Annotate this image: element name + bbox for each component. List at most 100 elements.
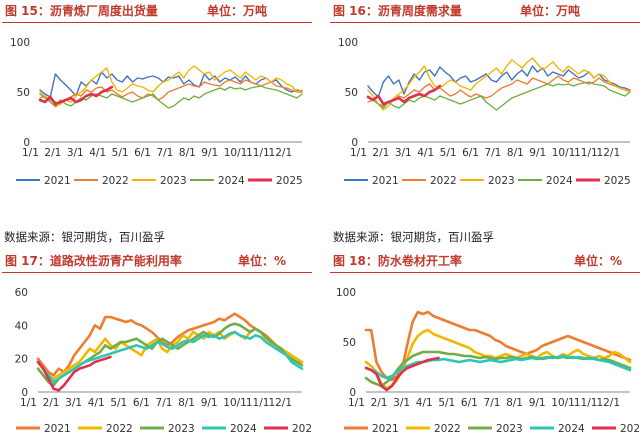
x-tick-label: 3/1 [65,397,82,409]
chart-header: 图 15：沥青炼厂周度出货量 单位：万吨 [2,2,312,23]
x-tick-label: 7/1 [484,147,501,159]
data-source: 数据来源：银河期货，百川盈孚 [4,229,165,245]
y-tick-label: 50 [17,87,30,99]
x-tick-label: 3/1 [393,397,410,409]
x-tick-label: 6/1 [133,397,150,409]
legend-label: 2021 [44,175,71,187]
x-tick-label: 11/1 [574,397,598,409]
x-tick-label: 8/1 [178,397,195,409]
x-tick-label: 2/1 [43,397,60,409]
x-tick-label: 12/1 [597,147,621,159]
legend-label: 2024 [230,423,257,435]
chart-header: 图 18：防水卷材开工率 单位：% [330,252,640,273]
x-tick-label: 2/1 [371,397,388,409]
chart-panel-2: 图 16：沥青周度需求量 单位：万吨 0 50 100 1/1 2/1 3/1 4/1 5/1… [330,2,640,23]
legend-label: 2025 [620,423,640,435]
legend-label: 2025 [604,175,631,187]
series-line-2024 [38,332,302,382]
legend-label: 2022 [430,175,457,187]
legend-label: 2021 [372,175,399,187]
chart-title: 图 16：沥青周度需求量 [333,2,462,21]
chart-header: 图 17：道路改性沥青产能利用率 单位：% [2,252,312,273]
x-tick-label: 4/1 [417,147,434,159]
x-tick-label: 12/1 [269,147,293,159]
legend-label: 2021 [44,423,71,435]
x-tick-label: 5/1 [440,147,457,159]
x-tick-label: 8/1 [507,147,524,159]
x-tick-label: 3/1 [395,147,412,159]
y-tick-label: 100 [10,37,30,49]
x-tick-label: 1/1 [348,397,365,409]
x-tick-label: 4/1 [89,147,106,159]
x-tick-label: 11/1 [246,397,270,409]
x-tick-label: 1/1 [20,397,37,409]
chart-unit: 单位：万吨 [520,2,580,21]
chart-title: 图 15：沥青炼厂周度出货量 [5,2,158,21]
x-tick-label: 6/1 [462,147,479,159]
x-tick-label: 7/1 [484,397,501,409]
legend-label: 2024 [218,175,245,187]
chart-panel-4: 图 18：防水卷材开工率 单位：% 0 50 100 1/1 2/1 3/1 4/1 5/1 6… [330,252,640,273]
legend-label: 2023 [160,175,187,187]
legend-label: 2025 [276,175,303,187]
x-tick-label: 11/1 [574,147,598,159]
x-tick-label: 7/1 [156,147,173,159]
x-tick-label: 9/1 [201,147,218,159]
legend-label: 2022 [434,423,461,435]
chart-unit: 单位：万吨 [207,2,267,21]
y-tick-label: 60 [15,287,28,299]
x-tick-label: 5/1 [112,147,129,159]
data-source: 数据来源：银河期货，百川盈孚 [333,229,494,245]
legend-label: 2021 [372,423,399,435]
chart-title: 图 18：防水卷材开工率 [333,252,462,271]
x-tick-label: 3/1 [67,147,84,159]
x-tick-label: 4/1 [88,397,105,409]
series-line-2025 [368,86,440,104]
y-tick-label: 100 [336,287,356,299]
x-tick-label: 9/1 [201,397,218,409]
legend-label: 2022 [106,423,133,435]
x-tick-label: 7/1 [156,397,173,409]
x-tick-label: 2/1 [372,147,389,159]
y-tick-label: 40 [15,320,28,332]
line-chart: 0 50 100 1/1 2/1 3/1 4/1 5/1 6/1 7/1 8/1 9/1 10/111/… [330,274,640,446]
line-chart: 0 50 100 1/1 2/1 3/1 4/1 5/1 6/1 7/1 8/1 9/1 10/111/… [2,26,312,201]
x-tick-label: 10/1 [224,147,248,159]
chart-panel-3: 图 17：道路改性沥青产能利用率 单位：% 0 20 40 60 1/1 2/1 3/1 4/… [2,252,312,273]
chart-unit: 单位：% [574,252,622,271]
chart-area: 0 20 40 60 1/1 2/1 3/1 4/1 5/1 6/1 7/1 8/1 9/1 10/1 11… [2,274,312,446]
chart-unit: 单位：% [238,252,286,271]
x-tick-label: 10/1 [552,147,576,159]
line-chart: 02040601/1 2/1 3/1 4/1 5/1 6/1 7/1 8/1 9/1 10/111… [2,274,312,446]
x-tick-label: 2/1 [44,147,61,159]
chart-title: 图 17：道路改性沥青产能利用率 [5,252,182,271]
series-line-2023 [38,324,302,386]
x-tick-label: 8/1 [506,397,523,409]
y-tick-label: 100 [338,37,358,49]
x-tick-label: 9/1 [529,147,546,159]
series-line-2024 [40,86,302,108]
legend-label: 2024 [546,175,573,187]
chart-header: 图 16：沥青周度需求量 单位：万吨 [330,2,640,23]
y-tick-label: 50 [345,87,358,99]
legend-label: 2023 [496,423,523,435]
chart-panel-1: 图 15：沥青炼厂周度出货量 单位：万吨 0 50 100 1/1 2/1 3/1 4/1 5… [2,2,312,23]
x-tick-label: 5/1 [438,397,455,409]
y-tick-label: 20 [15,354,28,366]
x-tick-label: 9/1 [529,397,546,409]
x-tick-label: 6/1 [134,147,151,159]
chart-area: 0 50 100 1/1 2/1 3/1 4/1 5/1 6/1 7/1 8/1 9/1 10/1 11/… [330,274,640,446]
x-tick-label: 10/1 [551,397,575,409]
y-tick-label: 50 [343,337,356,349]
x-tick-label: 4/1 [416,397,433,409]
legend-label: 2024 [558,423,585,435]
x-tick-label: 1/1 [350,147,367,159]
x-tick-label: 8/1 [179,147,196,159]
x-tick-label: 12/1 [268,397,292,409]
x-tick-label: 1/1 [22,147,39,159]
chart-area: 0 50 100 1/1 2/1 3/1 4/1 5/1 6/1 7/1 8/1 9/1 10/1 11/… [2,26,312,201]
line-chart: 0 50 100 1/1 2/1 3/1 4/1 5/1 6/1 7/1 8/1 9/1 10/111/… [330,26,640,201]
x-tick-label: 10/1 [223,397,247,409]
x-tick-label: 6/1 [461,397,478,409]
legend-label: 2022 [102,175,129,187]
